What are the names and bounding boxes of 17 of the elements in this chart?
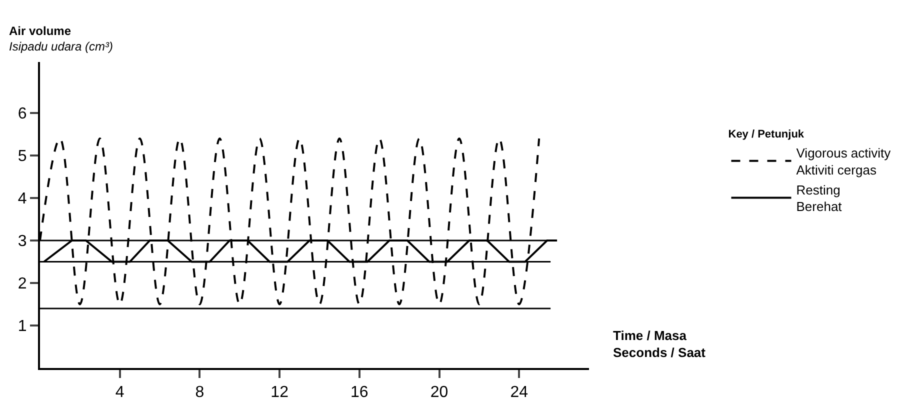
x-tick-label: 16 [350,384,368,402]
y-tick-label: 5 [18,148,27,166]
x-tick-label: 8 [195,384,204,402]
x-tick-label: 12 [270,384,289,402]
x-tick-label: 4 [115,384,124,402]
y-tick-label: 3 [18,233,27,250]
legend-title: Key / Petunjuk [728,128,805,140]
legend-label: Resting Berehat [796,182,842,214]
legend-label: Vigorous activity Aktiviti cergas [796,146,892,178]
y-tick-label: 2 [18,276,27,293]
y-tick-label: 4 [18,190,27,208]
y-axis-title: Air volume Isipadu udara (cm³) [9,24,114,54]
x-tick-label: 20 [430,384,448,402]
x-tick-label: 24 [510,384,528,402]
y-tick-label: 1 [18,318,27,336]
y-tick-label: 6 [18,106,27,123]
x-axis-title: Time / Masa Seconds / Saat [613,328,706,360]
